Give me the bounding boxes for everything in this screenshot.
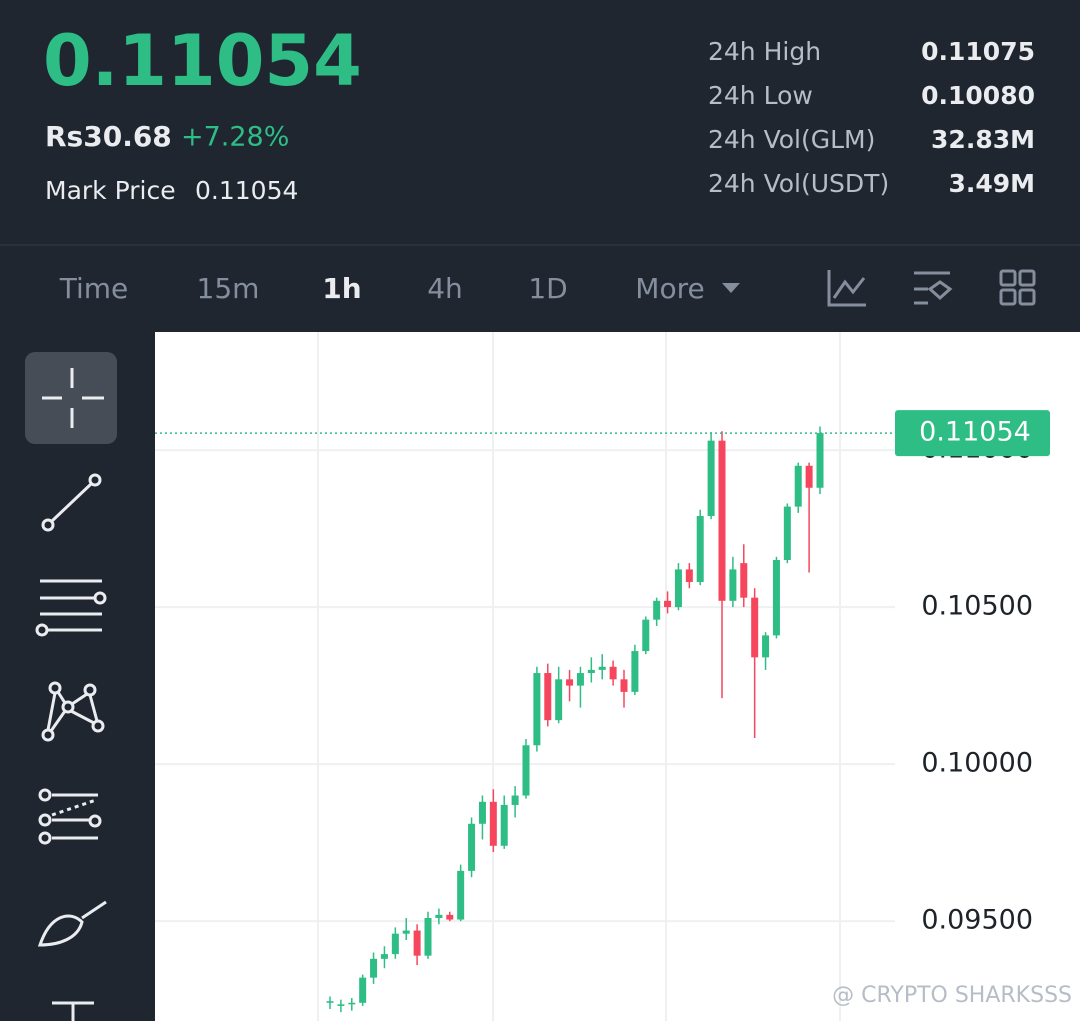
mark-price-label: Mark Price <box>45 176 176 205</box>
candle-body <box>696 516 704 582</box>
candle-body <box>664 600 672 608</box>
last-price-tag-label: 0.11054 <box>919 417 1031 448</box>
tab[interactable]: More <box>635 272 704 305</box>
crosshair-icon <box>42 368 104 428</box>
fib-tool[interactable] <box>38 788 102 845</box>
layout-icon[interactable] <box>999 269 1036 306</box>
horizontal-lines-tool[interactable] <box>35 579 107 637</box>
candle-body <box>587 669 595 674</box>
candle-body <box>500 804 508 846</box>
timeframe-tabs: Time 15m 1h 4h 1D More <box>59 272 705 305</box>
stat-label: 24h Low <box>708 81 813 110</box>
local-price: Rs30.68 <box>45 120 172 153</box>
stat-value: 0.10080 <box>921 81 1035 110</box>
stat-label: 24h Vol(USDT) <box>708 169 889 198</box>
candle-body <box>555 679 563 721</box>
stats: 24h High 0.11075 24h Low 0.10080 24h Vol(GLM… <box>708 37 1035 198</box>
stat-label: 24h Vol(GLM) <box>708 125 875 154</box>
candle-body <box>762 635 770 658</box>
candle-body <box>544 673 552 721</box>
mark-price: 0.11054 <box>195 176 298 205</box>
candle-body <box>642 619 650 652</box>
last-price-tag <box>895 410 1050 457</box>
candle-body <box>772 559 780 636</box>
candle-body <box>522 745 530 796</box>
candle-body <box>609 666 617 680</box>
more-arrow <box>722 283 740 293</box>
tab[interactable]: 1D <box>528 272 567 305</box>
candle-body <box>598 666 606 670</box>
brush-tool[interactable] <box>37 900 107 947</box>
candle-body <box>424 917 432 956</box>
candle-body <box>478 801 486 824</box>
candle-body <box>511 795 519 805</box>
candle-body <box>653 600 661 620</box>
stat-value: 32.83M <box>931 125 1035 154</box>
candle-body <box>533 673 541 746</box>
crosshair-tool-selected[interactable] <box>25 352 117 444</box>
chart-type-icon[interactable] <box>827 270 866 307</box>
vertical-grid <box>317 332 841 1021</box>
candle-body <box>370 958 378 978</box>
candle-body <box>468 823 476 871</box>
watermark: @ CRYPTO SHARKSSS <box>832 983 1072 1008</box>
candle-body <box>326 1001 334 1003</box>
indicator-icon[interactable] <box>914 271 953 305</box>
candle-body <box>729 569 737 601</box>
y-tick-label: 0.09500 <box>921 905 1033 936</box>
pattern-tool[interactable] <box>41 681 105 742</box>
candle-body <box>631 651 639 692</box>
candle-body <box>685 569 693 582</box>
candle-body <box>566 679 574 686</box>
candle-body <box>402 930 410 934</box>
tab[interactable]: 4h <box>427 272 463 305</box>
candle-body <box>576 673 584 686</box>
y-tick-label: 0.10000 <box>921 748 1033 779</box>
candle-body <box>805 465 813 488</box>
candle-body <box>794 465 802 507</box>
candle-body <box>435 914 443 918</box>
tab[interactable]: 15m <box>197 272 260 305</box>
candle-body <box>816 433 824 488</box>
stat-label: 24h High <box>708 37 821 66</box>
price-change: +7.28% <box>181 122 289 153</box>
candle-body <box>674 569 682 608</box>
stat-value: 3.49M <box>948 169 1035 198</box>
candle-body <box>718 440 726 601</box>
candle-body <box>783 506 791 560</box>
candle-body <box>391 933 399 955</box>
stat-value: 0.11075 <box>921 37 1035 66</box>
candle-body <box>413 930 421 956</box>
candle-body <box>446 914 454 920</box>
candle-body <box>359 977 367 1003</box>
line-tool[interactable] <box>41 473 102 532</box>
candle-body <box>337 1004 345 1006</box>
candle-body <box>348 1002 356 1005</box>
y-tick-label: 0.10500 <box>921 591 1033 622</box>
candle-body <box>380 954 388 959</box>
candle-body <box>751 597 759 658</box>
last-price: 0.11054 <box>43 20 362 102</box>
candle-body <box>489 801 497 846</box>
tab[interactable]: Time <box>59 272 129 305</box>
text-tool[interactable] <box>52 1001 94 1021</box>
candle-body <box>707 440 715 517</box>
candle-body <box>620 679 628 692</box>
candle-body <box>740 563 748 598</box>
tab[interactable]: 1h <box>322 272 361 305</box>
candle-body <box>457 870 465 920</box>
